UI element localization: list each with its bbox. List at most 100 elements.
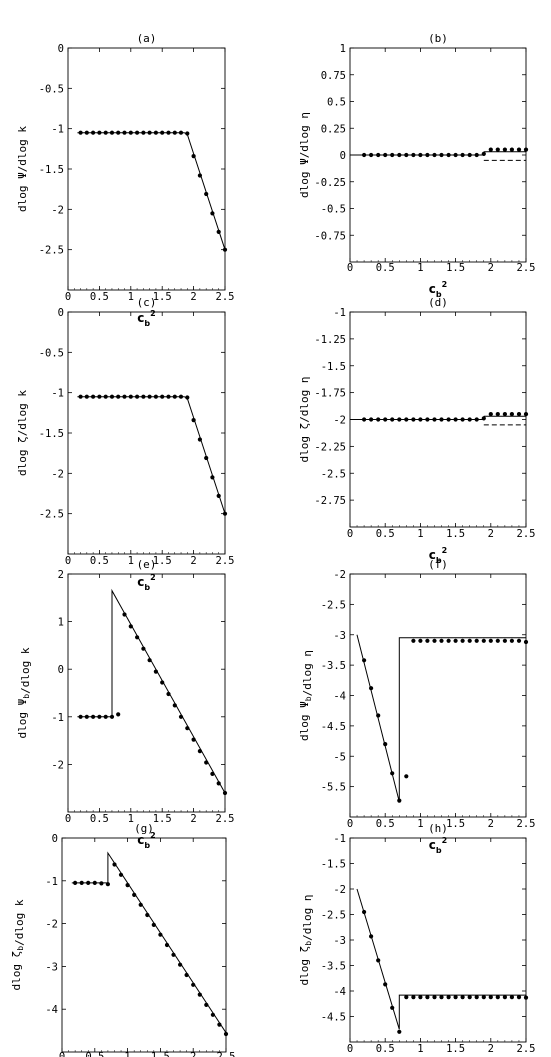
- data-point: [79, 880, 84, 886]
- data-point: [474, 995, 479, 1000]
- data-point: [153, 130, 158, 135]
- panel-title: (g): [134, 822, 154, 835]
- data-point: [99, 881, 104, 886]
- x-tick-label: 2.5: [216, 813, 235, 825]
- y-tick-label: -4: [333, 986, 346, 998]
- data-point: [467, 152, 472, 158]
- x-tick-label: 1: [124, 1051, 130, 1057]
- panel-title: (c): [137, 296, 157, 309]
- x-axis-label: cb2: [137, 573, 155, 592]
- data-point: [84, 130, 89, 135]
- data-point: [453, 152, 458, 158]
- data-point: [210, 211, 215, 216]
- y-axis-label: dlog Ψb/dlog η: [298, 650, 314, 741]
- data-point: [141, 130, 146, 135]
- data-point: [369, 686, 374, 691]
- data-point: [145, 912, 150, 918]
- data-point: [523, 995, 529, 1000]
- x-tick-label: 2: [190, 1051, 196, 1057]
- data-point: [411, 417, 416, 422]
- data-point: [147, 130, 152, 135]
- data-point: [185, 395, 190, 400]
- y-tick-label: 0: [52, 833, 58, 845]
- x-tick-label: 0: [347, 818, 353, 830]
- data-point: [418, 152, 423, 158]
- plot-frame: [67, 573, 226, 813]
- x-tick-label: 2: [488, 262, 494, 274]
- data-point: [376, 958, 381, 963]
- y-tick-label: 0: [58, 307, 64, 319]
- data-point: [122, 130, 127, 135]
- data-point: [460, 417, 465, 422]
- data-point: [166, 394, 171, 399]
- x-tick-label: 2.5: [517, 818, 536, 830]
- y-tick-label: -2: [333, 415, 346, 427]
- data-point: [425, 638, 430, 643]
- x-axis-label: cb2: [137, 831, 155, 850]
- y-tick-label: -3: [45, 961, 58, 973]
- data-point: [116, 130, 121, 135]
- panel-c: (c) 0 0.5 1 1.5 2 2.5 0 -0.5 -1 -1.5 -2 -2.5 dlog ζ/d…: [16, 296, 234, 592]
- data-point: [390, 417, 395, 422]
- data-point: [178, 130, 184, 135]
- x-tick-label: 2: [190, 813, 196, 825]
- data-point: [446, 995, 451, 1000]
- x-tick-label: 1: [128, 813, 134, 825]
- y-axis-label: dlog Ψ/dlog η: [298, 112, 311, 198]
- y-tick-label: -1.5: [321, 361, 346, 373]
- data-point: [103, 394, 108, 399]
- data-point: [204, 1002, 209, 1008]
- data-point: [128, 130, 133, 135]
- data-point: [172, 703, 177, 708]
- data-point: [178, 962, 183, 967]
- data-point: [383, 742, 388, 747]
- data-point: [418, 638, 423, 643]
- data-point: [404, 417, 409, 422]
- x-tick-label: 2.5: [517, 262, 536, 274]
- data-point: [460, 152, 465, 158]
- data-point: [362, 417, 367, 422]
- data-point: [523, 147, 529, 152]
- y-tick-label: -2: [51, 468, 64, 480]
- y-tick-label: 0.5: [327, 97, 346, 109]
- data-point: [446, 638, 451, 643]
- y-tick-label: -2.5: [321, 468, 346, 480]
- y-tick-label: 0.25: [321, 123, 346, 135]
- panel-b: (b) 0 0.5 1 1.5 2 2.5 1 0.75 0.5 0.25 0 -0.25 -0.5 -0.…: [298, 32, 535, 299]
- data-point: [411, 152, 416, 158]
- data-point: [369, 417, 374, 422]
- data-point: [78, 130, 83, 135]
- y-tick-label: -3.5: [321, 660, 346, 672]
- data-point: [404, 995, 409, 1000]
- data-point: [197, 992, 202, 997]
- y-tick-label: -2: [51, 204, 64, 216]
- data-point: [164, 942, 170, 948]
- data-point: [191, 737, 196, 742]
- panel-title: (a): [137, 32, 157, 45]
- data-point: [467, 417, 472, 422]
- data-point: [523, 412, 529, 417]
- data-point: [138, 902, 143, 907]
- y-tick-label: -0.5: [321, 204, 346, 216]
- plot-frame: [67, 47, 226, 291]
- data-point: [147, 394, 152, 399]
- y-tick-label: -2.5: [321, 910, 346, 922]
- data-point: [467, 995, 472, 1000]
- data-point: [474, 152, 479, 158]
- data-point: [92, 880, 97, 886]
- x-tick-label: 0: [65, 291, 71, 303]
- y-tick-label: -0.25: [314, 177, 346, 189]
- data-point: [453, 995, 458, 1000]
- y-tick-label: -5: [333, 751, 346, 763]
- y-tick-label: -4.5: [321, 721, 346, 733]
- data-point: [439, 638, 444, 643]
- data-point: [474, 638, 479, 643]
- data-point: [411, 638, 416, 643]
- data-point: [516, 995, 522, 1000]
- data-point: [481, 995, 486, 1000]
- x-tick-label: 1: [128, 555, 134, 567]
- series-line-0: [356, 634, 526, 802]
- data-point: [184, 972, 189, 978]
- x-tick-label: 2.5: [517, 528, 536, 540]
- y-tick-label: -3: [333, 935, 346, 947]
